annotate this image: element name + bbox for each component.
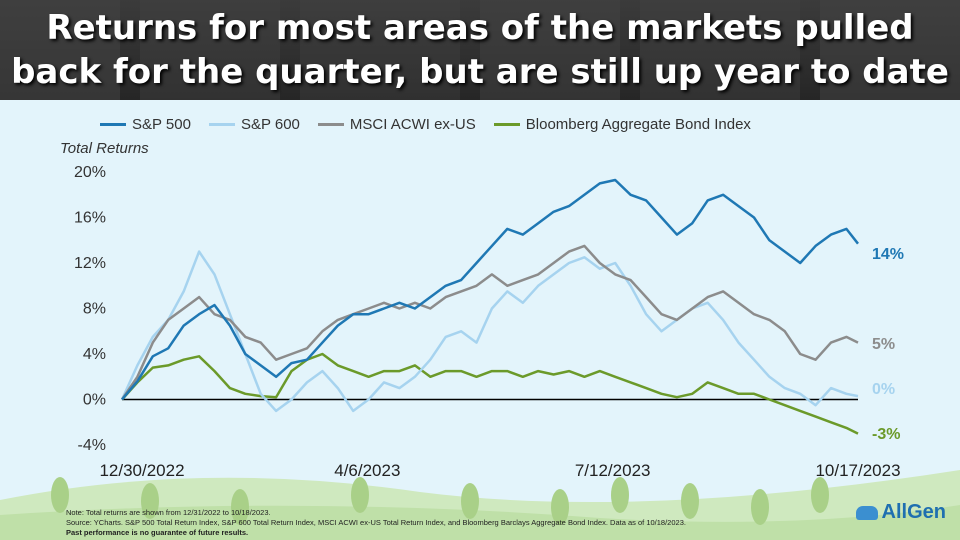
x-tick-label: 7/12/2023: [575, 461, 651, 480]
cloud-icon: [855, 505, 878, 520]
series-lines: [120, 178, 859, 435]
scenery-tree: [681, 483, 699, 519]
x-tick-label: 10/17/2023: [815, 461, 900, 480]
legend-item-msci: MSCI ACWI ex-US: [317, 116, 476, 133]
scenery-tree: [51, 477, 69, 513]
banner-photo: [480, 0, 620, 100]
series-line-sp500: [121, 178, 859, 401]
legend-label-bond: Bloomberg Aggregate Bond Index: [525, 116, 751, 133]
scenery-illustration: [0, 470, 960, 540]
banner-photo: [640, 0, 800, 100]
y-tick-label: 8%: [83, 301, 106, 318]
series-line-msci: [120, 244, 859, 401]
x-axis-ticks: 12/30/2022 4/6/2023 7/12/2023 10/17/2023: [99, 461, 900, 480]
scenery-tree: [751, 489, 769, 525]
scenery-tree: [461, 483, 479, 519]
end-label-bond: -3%: [872, 426, 901, 443]
legend-label-sp500: S&P 500: [132, 116, 191, 133]
scenery-tree: [811, 477, 829, 513]
y-tick-label: -4%: [78, 437, 106, 454]
y-axis-ticks: -4% 0% 4% 8% 12% 16% 20%: [74, 164, 106, 454]
footnote-disclaimer: Past performance is no guarantee of futu…: [66, 528, 249, 537]
footnote: Note: Total returns are shown from 12/31…: [66, 508, 686, 538]
legend-swatch-sp500: [100, 123, 126, 126]
footnote-note: Note: Total returns are shown from 12/31…: [66, 508, 271, 517]
legend-label-sp600: S&P 600: [240, 116, 300, 133]
y-tick-label: 16%: [74, 210, 106, 227]
scenery-tree: [551, 489, 569, 525]
end-label-sp500: 14%: [872, 246, 905, 263]
footnote-source: Source: YCharts. S&P 500 Total Return In…: [66, 518, 686, 527]
x-tick-label: 4/6/2023: [334, 461, 400, 480]
legend-item-bond: Bloomberg Aggregate Bond Index: [493, 116, 751, 133]
y-tick-label: 12%: [74, 255, 106, 272]
line-chart: -4% 0% 4% 8% 12% 16% 20% 12/30/2022 4/6/2023 7/1…: [0, 164, 960, 540]
legend-item-sp600: S&P 600: [208, 116, 300, 133]
legend-item-sp500: S&P 500: [100, 116, 191, 133]
legend-swatch-bond: [493, 123, 520, 126]
banner-photo: [820, 0, 960, 100]
scenery-tree: [141, 483, 159, 519]
y-tick-label: 20%: [74, 164, 106, 181]
scenery-tree: [351, 477, 369, 513]
x-tick-label: 12/30/2022: [99, 461, 184, 480]
y-tick-label: 4%: [83, 346, 106, 363]
series-line-bond: [121, 352, 859, 435]
logo-text: AllGen: [881, 501, 946, 523]
banner-photo: [140, 0, 280, 100]
legend-label-msci: MSCI ACWI ex-US: [349, 116, 476, 133]
scenery-tree: [611, 477, 629, 513]
legend-swatch-sp600: [208, 123, 235, 126]
legend-swatch-msci: [317, 123, 344, 126]
y-axis-title: Total Returns: [60, 140, 149, 157]
page-title: Returns for most areas of the markets pu…: [11, 8, 949, 92]
banner-photo: [0, 0, 120, 100]
chart-legend: S&P 500 S&P 600 MSCI ACWI ex-US Bloomber…: [100, 116, 751, 133]
chart-area: -4% 0% 4% 8% 12% 16% 20% 12/30/2022 4/6/2023 7/1…: [0, 100, 960, 540]
banner-photo: [300, 0, 460, 100]
allgen-logo: AllGen: [855, 501, 946, 524]
y-tick-label: 0%: [83, 392, 106, 409]
end-label-msci: 5%: [872, 336, 896, 353]
title-banner: Returns for most areas of the markets pu…: [0, 0, 960, 100]
end-label-sp600: 0%: [872, 381, 896, 398]
scenery-tree: [231, 489, 249, 525]
